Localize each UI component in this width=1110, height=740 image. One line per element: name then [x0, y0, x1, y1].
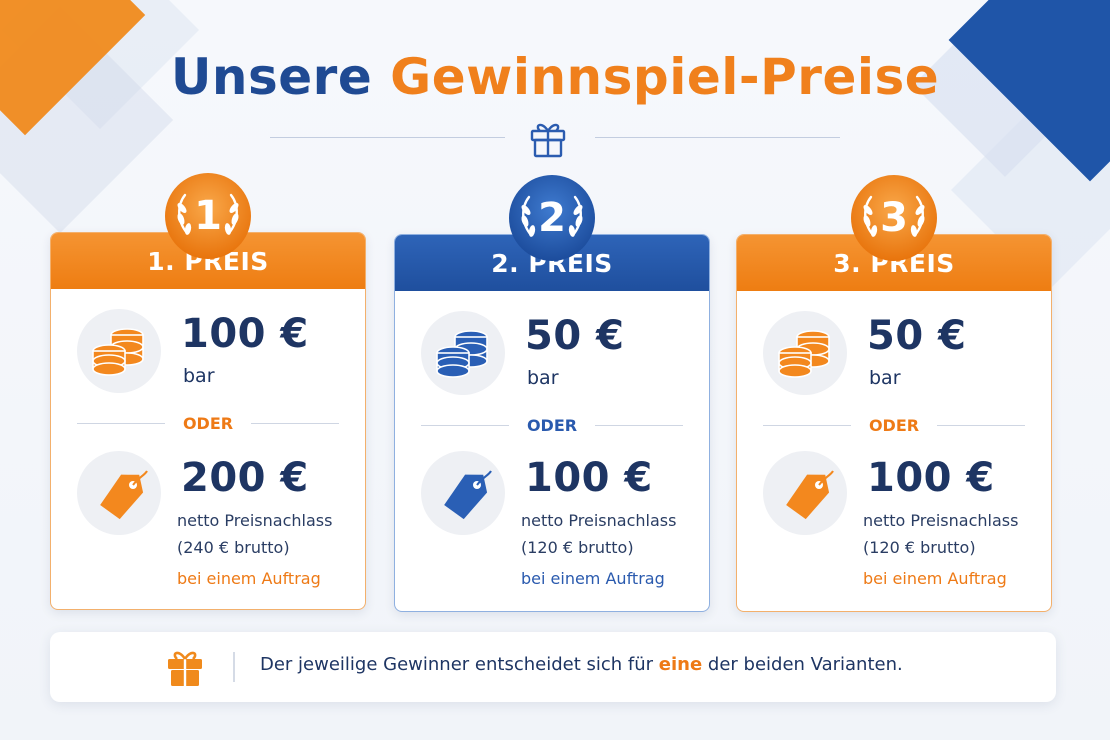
medal-rank: 2	[538, 195, 566, 241]
discount-amount: 100 €	[525, 455, 653, 501]
or-divider: ODER	[763, 415, 1026, 435]
prize-card-2: 2 2. PREIS 50 € bar ODER 10	[394, 175, 710, 612]
prize-card-3: 3 3. PREIS 50 € bar ODER 10	[736, 175, 1052, 612]
medal-rank: 3	[880, 195, 908, 241]
discount-condition: bei einem Auftrag	[863, 569, 1007, 588]
discount-label: netto Preisnachlass	[177, 511, 333, 530]
gift-icon	[530, 123, 566, 158]
price-tag-icon	[786, 470, 834, 520]
price-tag-icon-wrap	[77, 451, 161, 535]
medal-icon: 2	[509, 175, 595, 261]
discount-label: netto Preisnachlass	[863, 511, 1019, 530]
discount-gross: (120 € brutto)	[521, 538, 634, 557]
or-divider: ODER	[421, 415, 684, 435]
footer-note: Der jeweilige Gewinner entscheidet sich …	[50, 632, 1056, 702]
cash-amount: 100 €	[181, 311, 309, 357]
medal-icon: 3	[851, 175, 937, 261]
discount-condition: bei einem Auftrag	[521, 569, 665, 588]
coins-icon-wrap	[421, 311, 505, 395]
decor-shape	[0, 6, 174, 234]
discount-label: netto Preisnachlass	[521, 511, 677, 530]
coins-icon	[436, 330, 488, 378]
discount-gross: (240 € brutto)	[177, 538, 290, 557]
medal-icon: 1	[165, 173, 251, 259]
footer-text: Der jeweilige Gewinner entscheidet sich …	[260, 654, 903, 675]
footer-text-after: der beiden Varianten.	[707, 654, 903, 675]
title-part-2: Gewinnspiel-Preise	[390, 48, 940, 106]
prize-card-1: 1 1. PREIS 100 € bar ODER 2	[50, 173, 366, 610]
or-label: ODER	[526, 415, 578, 435]
title-divider-left	[270, 137, 505, 138]
discount-amount: 100 €	[867, 455, 995, 501]
title-divider-right	[595, 137, 840, 138]
footer-separator	[233, 652, 235, 682]
price-tag-icon-wrap	[763, 451, 847, 535]
or-label: ODER	[182, 413, 234, 433]
coins-icon	[92, 328, 144, 376]
discount-amount: 200 €	[181, 455, 309, 501]
cash-label: bar	[183, 365, 215, 387]
gift-icon	[168, 651, 202, 686]
cash-amount: 50 €	[867, 313, 967, 359]
price-tag-icon	[444, 470, 492, 520]
cash-label: bar	[869, 367, 901, 389]
coins-icon-wrap	[763, 311, 847, 395]
price-tag-icon	[100, 470, 148, 520]
page-title: Unsere Gewinnspiel-Preise	[0, 48, 1110, 106]
or-divider: ODER	[77, 413, 340, 433]
cash-label: bar	[527, 367, 559, 389]
coins-icon	[778, 330, 830, 378]
footer-text-before: Der jeweilige Gewinner entscheidet sich …	[260, 654, 654, 675]
medal-rank: 1	[194, 193, 222, 239]
discount-gross: (120 € brutto)	[863, 538, 976, 557]
price-tag-icon-wrap	[421, 451, 505, 535]
or-label: ODER	[868, 415, 920, 435]
cash-amount: 50 €	[525, 313, 625, 359]
discount-condition: bei einem Auftrag	[177, 569, 321, 588]
coins-icon-wrap	[77, 309, 161, 393]
title-part-1: Unsere	[170, 48, 373, 106]
footer-highlight: eine	[658, 654, 703, 675]
